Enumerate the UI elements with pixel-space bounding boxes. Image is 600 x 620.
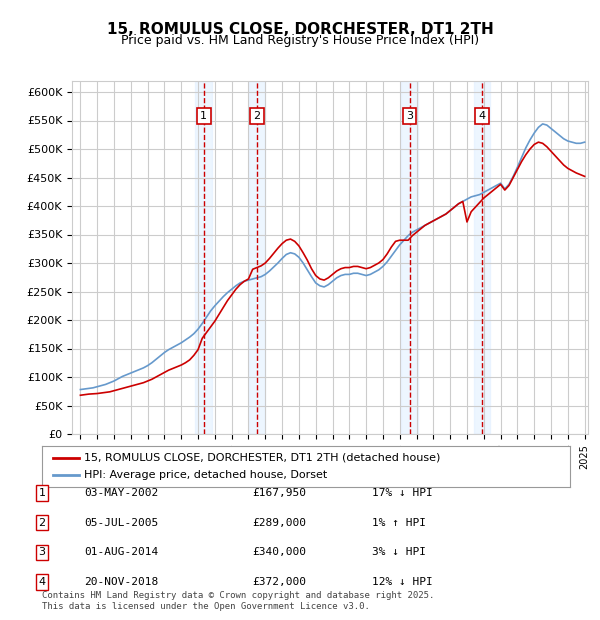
Text: HPI: Average price, detached house, Dorset: HPI: Average price, detached house, Dors…	[84, 471, 328, 480]
Text: £372,000: £372,000	[252, 577, 306, 587]
Text: £289,000: £289,000	[252, 518, 306, 528]
Text: 15, ROMULUS CLOSE, DORCHESTER, DT1 2TH (detached house): 15, ROMULUS CLOSE, DORCHESTER, DT1 2TH (…	[84, 453, 440, 463]
Text: 1: 1	[200, 111, 207, 121]
Text: 3% ↓ HPI: 3% ↓ HPI	[372, 547, 426, 557]
Text: 1% ↑ HPI: 1% ↑ HPI	[372, 518, 426, 528]
Text: 3: 3	[38, 547, 46, 557]
Text: Contains HM Land Registry data © Crown copyright and database right 2025.
This d: Contains HM Land Registry data © Crown c…	[42, 591, 434, 611]
Text: 1: 1	[38, 488, 46, 498]
Text: 20-NOV-2018: 20-NOV-2018	[84, 577, 158, 587]
Bar	[401, 81, 418, 434]
Text: Price paid vs. HM Land Registry's House Price Index (HPI): Price paid vs. HM Land Registry's House …	[121, 34, 479, 47]
Text: 3: 3	[406, 111, 413, 121]
Text: 03-MAY-2002: 03-MAY-2002	[84, 488, 158, 498]
Text: 4: 4	[478, 111, 485, 121]
Text: 2: 2	[38, 518, 46, 528]
Text: 12% ↓ HPI: 12% ↓ HPI	[372, 577, 433, 587]
Text: £340,000: £340,000	[252, 547, 306, 557]
Text: 05-JUL-2005: 05-JUL-2005	[84, 518, 158, 528]
Text: 01-AUG-2014: 01-AUG-2014	[84, 547, 158, 557]
Text: 4: 4	[38, 577, 46, 587]
Bar	[473, 81, 490, 434]
Text: 2: 2	[253, 111, 260, 121]
Text: £167,950: £167,950	[252, 488, 306, 498]
Text: 17% ↓ HPI: 17% ↓ HPI	[372, 488, 433, 498]
Bar	[196, 81, 212, 434]
Text: 15, ROMULUS CLOSE, DORCHESTER, DT1 2TH: 15, ROMULUS CLOSE, DORCHESTER, DT1 2TH	[107, 22, 493, 37]
Bar	[248, 81, 265, 434]
